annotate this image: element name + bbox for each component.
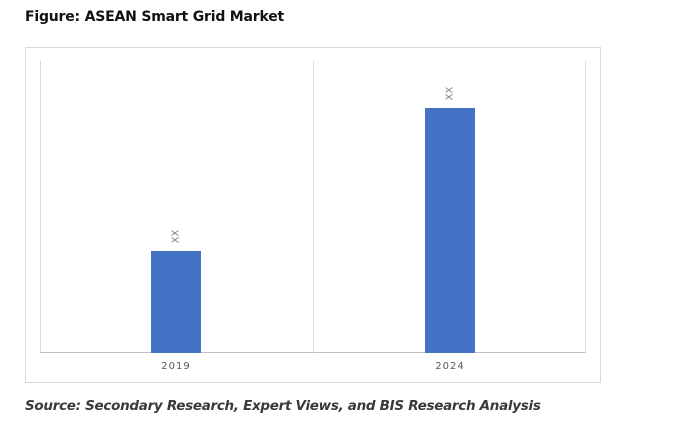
figure-title: Figure: ASEAN Smart Grid Market [25, 9, 285, 25]
x-tick-2024: 2024 [435, 361, 465, 372]
data-label-2024: XX [444, 86, 456, 101]
bar-2019 [151, 251, 201, 353]
bar-2024 [425, 108, 475, 353]
source-note: Source: Secondary Research, Expert Views… [25, 398, 541, 414]
data-label-2019: XX [170, 229, 182, 244]
chart-frame [25, 47, 601, 383]
category-divider [313, 61, 314, 353]
x-tick-2019: 2019 [161, 361, 191, 372]
